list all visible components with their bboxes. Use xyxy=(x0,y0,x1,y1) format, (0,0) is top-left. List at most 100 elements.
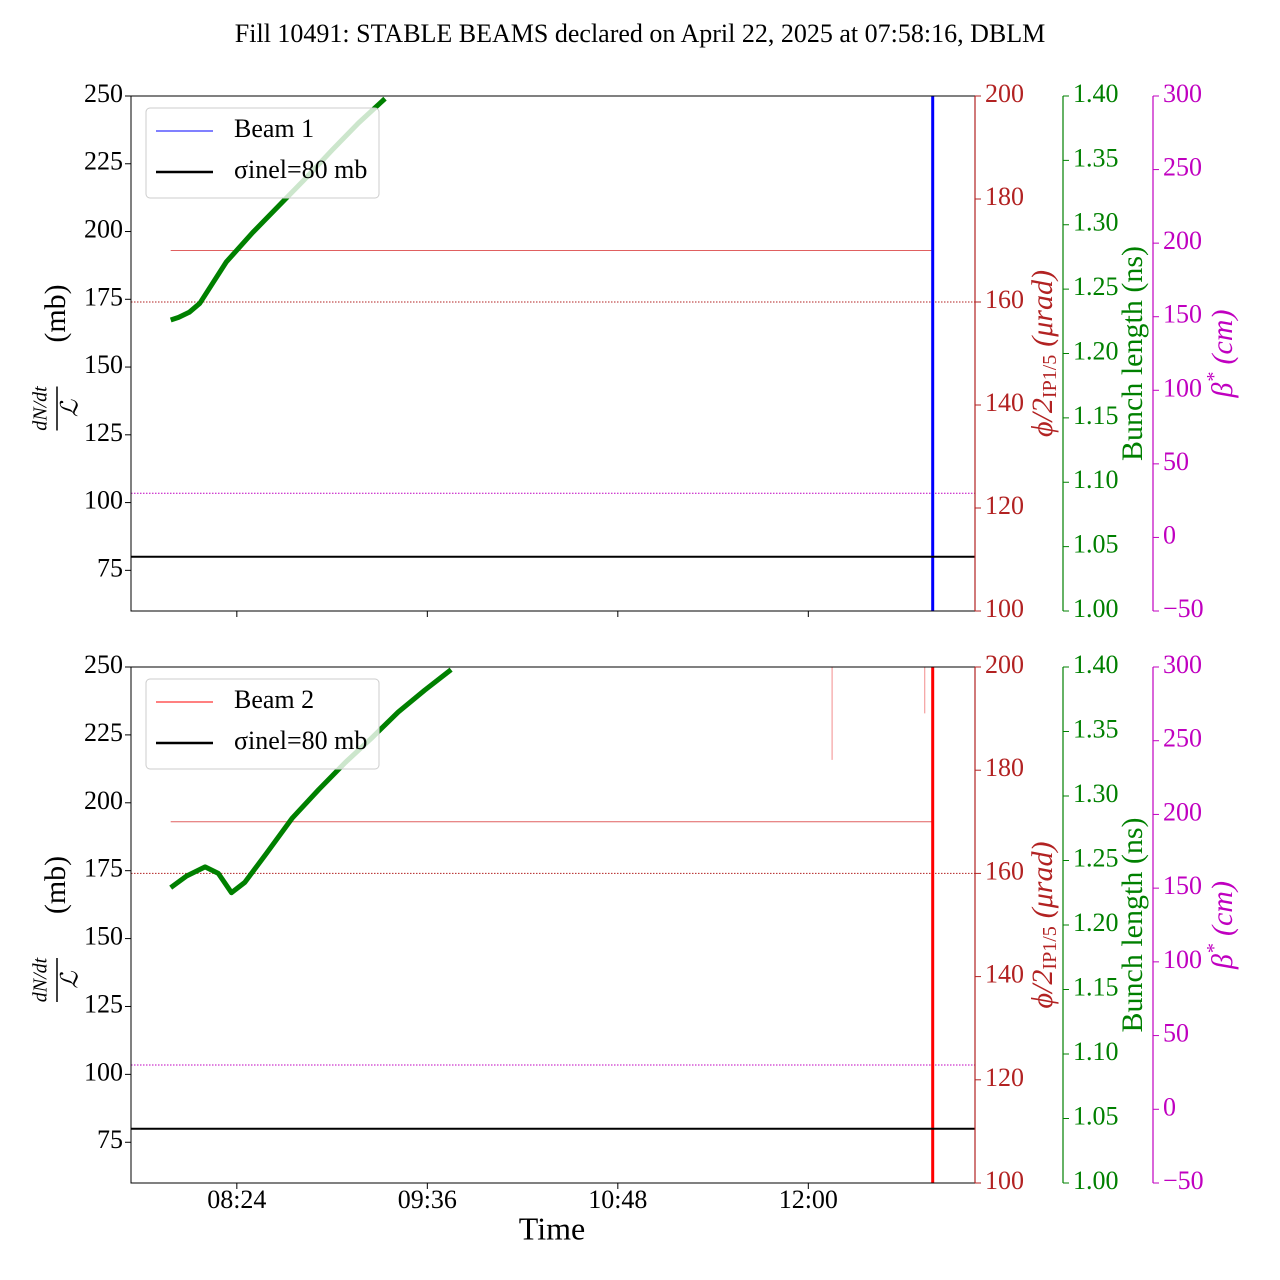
y-tick-label: 180 xyxy=(985,182,1024,211)
y-tick-label: 120 xyxy=(985,1063,1024,1092)
y-tick-label: 1.20 xyxy=(1073,336,1119,365)
label-superscript: * xyxy=(1203,944,1225,954)
label-symbol: ϕ/2 xyxy=(1026,398,1059,437)
y-tick-label: 100 xyxy=(1163,373,1202,402)
y-tick-label: 150 xyxy=(84,350,123,379)
label-unit: (μrad) xyxy=(1026,270,1059,347)
y-tick-label: 125 xyxy=(84,418,123,447)
y-tick-label: 250 xyxy=(1163,724,1202,753)
y-axis-label-numerator: dN/dt xyxy=(30,957,52,1002)
y-tick-label: 200 xyxy=(84,214,123,243)
y-axis-label-denominator: ℒ xyxy=(58,399,84,417)
y-tick-label: 180 xyxy=(985,753,1024,782)
y-tick-label: 1.20 xyxy=(1073,908,1119,937)
y-tick-label: 120 xyxy=(985,491,1024,520)
y-tick-label: 200 xyxy=(985,79,1024,108)
label-superscript: * xyxy=(1203,373,1225,383)
y4-axis-label: β* (cm) xyxy=(1203,881,1239,970)
y-tick-label: 100 xyxy=(1163,945,1202,974)
legend-label: Beam 1 xyxy=(234,114,314,143)
crossing-angle-line xyxy=(831,667,926,760)
y-tick-label: 1.15 xyxy=(1073,401,1119,430)
label-symbol: β xyxy=(1206,954,1239,970)
label-subscript: IP1/5 xyxy=(1039,355,1061,398)
x-tick-label: 09:36 xyxy=(398,1185,457,1214)
y2-axis-label: ϕ/2IP1/5 (μrad) xyxy=(1026,842,1061,1009)
y-tick-label: −50 xyxy=(1163,594,1204,623)
y-tick-label: 100 xyxy=(985,1166,1024,1195)
label-unit: (cm) xyxy=(1206,310,1239,365)
y-tick-label: 200 xyxy=(84,786,123,815)
label-symbol: β xyxy=(1206,382,1239,398)
y-tick-label: 1.40 xyxy=(1073,650,1119,679)
bunch-length-line xyxy=(169,667,453,896)
x-axis-label: Time xyxy=(519,1210,585,1246)
y-axis-label-numerator: dN/dt xyxy=(30,386,52,431)
y2-axis-label: ϕ/2IP1/5 (μrad) xyxy=(1026,270,1061,437)
y-tick-label: 0 xyxy=(1163,520,1176,549)
y-tick-label: 1.10 xyxy=(1073,465,1119,494)
legend-label: σinel=80 mb xyxy=(234,726,367,755)
y-tick-label: 175 xyxy=(84,854,123,883)
y-tick-label: 150 xyxy=(1163,871,1202,900)
y-tick-label: 250 xyxy=(84,79,123,108)
y-tick-label: 150 xyxy=(84,922,123,951)
y-tick-label: 1.35 xyxy=(1073,714,1119,743)
y-axis-label-denominator: ℒ xyxy=(58,971,84,989)
y-tick-label: 0 xyxy=(1163,1092,1176,1121)
y-tick-label: 1.35 xyxy=(1073,143,1119,172)
y-tick-label: 1.30 xyxy=(1073,779,1119,808)
y4-axis-label: β* (cm) xyxy=(1203,310,1239,399)
y-tick-label: 300 xyxy=(1163,79,1202,108)
y-tick-label: 125 xyxy=(84,989,123,1018)
y-tick-label: 140 xyxy=(985,388,1024,417)
y-tick-label: 150 xyxy=(1163,300,1202,329)
y-tick-label: 200 xyxy=(1163,797,1202,826)
y3-axis-label: Bunch length (ns) xyxy=(1116,818,1149,1033)
y-tick-label: 225 xyxy=(84,718,123,747)
y-tick-label: −50 xyxy=(1163,1166,1204,1195)
y-tick-label: 75 xyxy=(97,553,123,582)
label-subscript: IP1/5 xyxy=(1039,926,1061,969)
y-tick-label: 1.05 xyxy=(1073,1101,1119,1130)
legend-label: Beam 2 xyxy=(234,685,314,714)
y-tick-label: 300 xyxy=(1163,650,1202,679)
y-tick-label: 1.40 xyxy=(1073,79,1119,108)
y-tick-label: 1.00 xyxy=(1073,594,1119,623)
x-tick-label: 12:00 xyxy=(779,1185,838,1214)
x-tick-label: 08:24 xyxy=(207,1185,266,1214)
y-tick-label: 200 xyxy=(985,650,1024,679)
y-tick-label: 175 xyxy=(84,282,123,311)
y-tick-label: 250 xyxy=(84,650,123,679)
chart-title: Fill 10491: STABLE BEAMS declared on Apr… xyxy=(235,19,1045,48)
y-tick-label: 250 xyxy=(1163,153,1202,182)
x-tick-label: 10:48 xyxy=(588,1185,647,1214)
y-tick-label: 100 xyxy=(985,594,1024,623)
y-tick-label: 1.15 xyxy=(1073,972,1119,1001)
y-tick-label: 75 xyxy=(97,1125,123,1154)
y-tick-label: 1.10 xyxy=(1073,1037,1119,1066)
y-tick-label: 225 xyxy=(84,147,123,176)
y-tick-label: 140 xyxy=(985,960,1024,989)
y-tick-label: 200 xyxy=(1163,226,1202,255)
y-tick-label: 1.25 xyxy=(1073,272,1119,301)
label-symbol: ϕ/2 xyxy=(1026,970,1059,1009)
y-tick-label: 50 xyxy=(1163,1019,1189,1048)
y-tick-label: 100 xyxy=(84,1057,123,1086)
label-unit: (cm) xyxy=(1206,881,1239,936)
y-tick-label: 1.30 xyxy=(1073,208,1119,237)
y-tick-label: 160 xyxy=(985,285,1024,314)
y-axis-label-unit: (mb) xyxy=(39,856,72,914)
y-tick-label: 160 xyxy=(985,856,1024,885)
y-tick-label: 100 xyxy=(84,486,123,515)
y3-axis-label: Bunch length (ns) xyxy=(1116,246,1149,461)
y-axis-label-unit: (mb) xyxy=(39,284,72,342)
y-tick-label: 50 xyxy=(1163,447,1189,476)
y-tick-label: 1.25 xyxy=(1073,843,1119,872)
y-tick-label: 1.00 xyxy=(1073,1166,1119,1195)
y-tick-label: 1.05 xyxy=(1073,530,1119,559)
legend-label: σinel=80 mb xyxy=(234,155,367,184)
